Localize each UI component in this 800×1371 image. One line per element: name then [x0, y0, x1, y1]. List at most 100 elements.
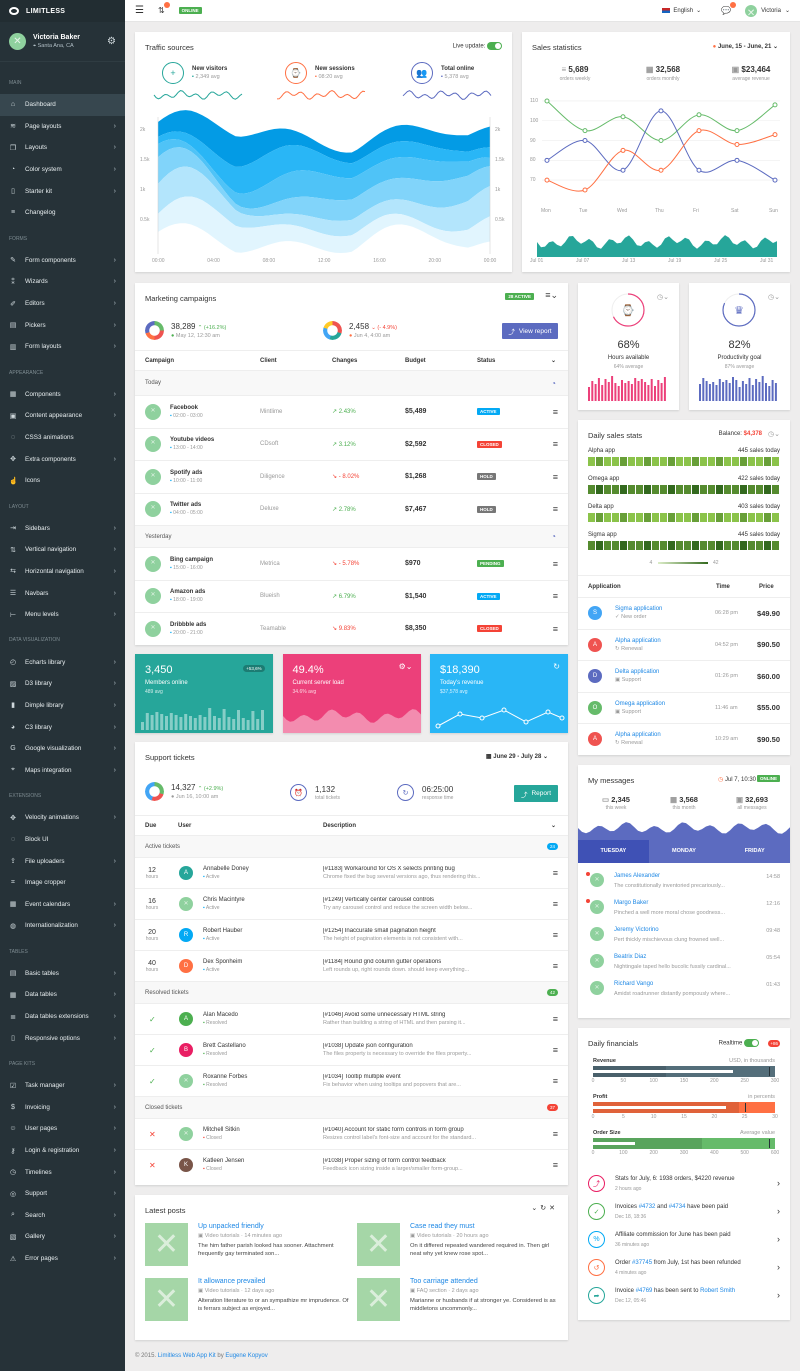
heatmap-cell[interactable]	[628, 485, 635, 494]
footer-author-link[interactable]: Eugene Kopyov	[225, 1353, 268, 1359]
heatmap-cell[interactable]	[692, 541, 699, 550]
report-button[interactable]: ⤴ Report	[514, 785, 558, 802]
user-name[interactable]: Brett Castellano	[203, 1043, 246, 1049]
post-category[interactable]: Video tutorials	[416, 1233, 452, 1239]
sidebar-item-wizards[interactable]: ⁑ Wizards ›	[0, 271, 125, 293]
heatmap-cell[interactable]	[724, 485, 731, 494]
heatmap-cell[interactable]	[708, 485, 715, 494]
post-title[interactable]: Case read they must	[410, 1223, 475, 1230]
chevron-right-icon[interactable]: ›	[777, 1206, 780, 1216]
heatmap-cell[interactable]	[748, 541, 755, 550]
heatmap-cell[interactable]	[644, 485, 651, 494]
data-point[interactable]	[582, 187, 588, 193]
post-category[interactable]: FAQ section	[416, 1288, 447, 1294]
ticket-title[interactable]: [#1038] Update json configuration	[323, 1043, 413, 1049]
application-name[interactable]: Omega application	[615, 700, 666, 707]
tab-monday[interactable]: MONDAY	[672, 848, 696, 854]
heatmap-cell[interactable]	[700, 457, 707, 466]
heatmap-cell[interactable]	[636, 513, 643, 522]
heatmap-cell[interactable]	[756, 513, 763, 522]
row-menu-icon[interactable]: ≡	[552, 1160, 558, 1170]
heatmap-cell[interactable]	[668, 541, 675, 550]
sidebar-item-task-manager[interactable]: ☑ Task manager ›	[0, 1075, 125, 1097]
heatmap-cell[interactable]	[668, 457, 675, 466]
row-menu-icon[interactable]: ≡	[552, 1129, 558, 1139]
data-point[interactable]	[582, 138, 588, 144]
user-name[interactable]: Annabelle Doney	[203, 866, 249, 872]
column-header[interactable]: Application	[588, 583, 621, 590]
sidebar-item-menu-levels[interactable]: ⊢ Menu levels ›	[0, 604, 125, 626]
heatmap-cell[interactable]	[772, 513, 779, 522]
campaign-name[interactable]: Twitter ads	[170, 502, 202, 509]
avatar[interactable]	[9, 33, 26, 50]
chevron-right-icon[interactable]: ›	[777, 1234, 780, 1244]
sidebar-item-components[interactable]: ▦ Components ›	[0, 384, 125, 406]
sidebar-item-event-calendars[interactable]: ▦ Event calendars ›	[0, 893, 125, 915]
data-point[interactable]	[696, 128, 702, 134]
heatmap-cell[interactable]	[740, 485, 747, 494]
heatmap-cell[interactable]	[716, 485, 723, 494]
heatmap-cell[interactable]	[604, 457, 611, 466]
heatmap-cell[interactable]	[596, 541, 603, 550]
row-menu-icon[interactable]: ≡	[552, 1014, 558, 1024]
heatmap-cell[interactable]	[764, 513, 771, 522]
data-point[interactable]	[772, 132, 778, 138]
sidebar-item-data-tables-extensions[interactable]: ≣ Data tables extensions ›	[0, 1006, 125, 1028]
heatmap-cell[interactable]	[612, 457, 619, 466]
heatmap-cell[interactable]	[604, 513, 611, 522]
data-point[interactable]	[734, 157, 740, 163]
sidebar-item-data-tables[interactable]: ▦ Data tables ›	[0, 984, 125, 1006]
live-update-toggle[interactable]	[487, 42, 502, 50]
row-menu-icon[interactable]: ≡	[552, 406, 558, 417]
user-name[interactable]: Alan Macedo	[203, 1012, 239, 1018]
post-thumbnail[interactable]	[357, 1223, 400, 1266]
heatmap-cell[interactable]	[620, 513, 627, 522]
sidebar-item-d3-library[interactable]: ▨ D3 library ›	[0, 673, 125, 695]
user-name[interactable]: Chris Macintyre	[203, 897, 245, 903]
heatmap-cell[interactable]	[748, 457, 755, 466]
sidebar-item-timelines[interactable]: ◷ Timelines ›	[0, 1161, 125, 1183]
ticket-title[interactable]: [#1034] Tooltip multiple event	[323, 1074, 401, 1080]
heatmap-cell[interactable]	[620, 457, 627, 466]
data-point[interactable]	[696, 167, 702, 173]
message-item[interactable]: Beatrix Diaz Nightingale taped hello buco…	[588, 952, 780, 976]
post-category[interactable]: Video tutorials	[204, 1233, 240, 1239]
heatmap-cell[interactable]	[700, 513, 707, 522]
row-menu-icon[interactable]: ≡	[552, 899, 558, 909]
sidebar-item-layouts[interactable]: ❐ Layouts ›	[0, 137, 125, 159]
heatmap-cell[interactable]	[740, 457, 747, 466]
heatmap-cell[interactable]	[644, 457, 651, 466]
sender-name[interactable]: Margo Baker	[614, 900, 649, 906]
post-thumbnail[interactable]	[357, 1278, 400, 1321]
pie-icon[interactable]: ◔	[551, 378, 556, 388]
gear-dropdown-icon[interactable]: ⚙⌄	[398, 662, 413, 671]
ticket-title[interactable]: [#1040] Account for static form controls…	[323, 1127, 464, 1133]
ticket-title[interactable]: [#1249] Vertically center carousel contr…	[323, 897, 435, 903]
sidebar-item-css3-animations[interactable]: ◌ CSS3 animations	[0, 427, 125, 449]
data-point[interactable]	[620, 114, 626, 120]
ticket-title[interactable]: [#1046] Avoid some unnecessary HTML stri…	[323, 1012, 446, 1018]
heatmap-cell[interactable]	[708, 513, 715, 522]
campaign-name[interactable]: Spotify ads	[170, 469, 203, 476]
tab-friday[interactable]: FRIDAY	[744, 848, 765, 854]
heatmap-cell[interactable]	[620, 485, 627, 494]
application-name[interactable]: Alpha application	[615, 637, 661, 644]
heatmap-cell[interactable]	[764, 457, 771, 466]
clock-dropdown-icon[interactable]: ◷⌄	[768, 294, 780, 301]
sidebar-item-invoicing[interactable]: $ Invoicing ›	[0, 1097, 125, 1119]
heatmap-cell[interactable]	[708, 541, 715, 550]
feed-text[interactable]: Robert Smith	[700, 1288, 736, 1294]
sidebar-item-basic-tables[interactable]: ▤ Basic tables ›	[0, 963, 125, 985]
user-name[interactable]: Mitchell Sitkin	[203, 1127, 240, 1133]
heatmap-cell[interactable]	[732, 513, 739, 522]
heatmap-cell[interactable]	[628, 513, 635, 522]
language-selector[interactable]: English ⌄	[662, 7, 701, 14]
sidebar-item-echarts-library[interactable]: ◴ Echarts library ›	[0, 651, 125, 673]
data-point[interactable]	[658, 108, 664, 114]
chevron-right-icon[interactable]: ›	[777, 1262, 780, 1272]
heatmap-cell[interactable]	[588, 541, 595, 550]
heatmap-cell[interactable]	[692, 513, 699, 522]
pie-icon[interactable]: ◔	[551, 532, 556, 541]
chevron-down-icon[interactable]: ⌄	[550, 358, 556, 364]
refresh-icon[interactable]: ↻	[553, 662, 560, 671]
